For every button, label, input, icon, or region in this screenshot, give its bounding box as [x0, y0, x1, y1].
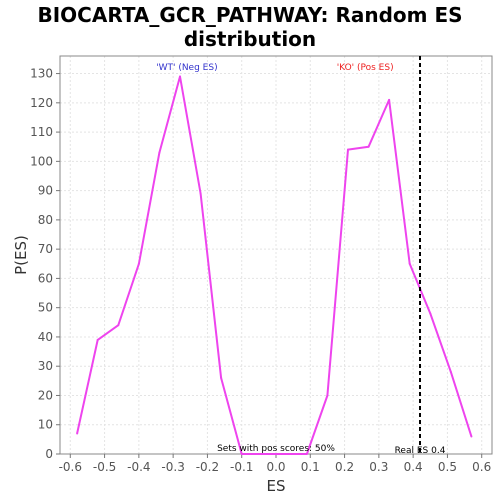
- data-point: [76, 432, 79, 435]
- neg-es-label: 'WT' (Neg ES): [156, 63, 217, 73]
- data-point: [261, 453, 264, 455]
- y-tick-label: 30: [38, 359, 53, 373]
- x-tick-label: 0.5: [438, 460, 457, 474]
- x-tick-label: -0.3: [161, 460, 184, 474]
- x-tick-label: 0.0: [266, 460, 285, 474]
- data-point: [220, 376, 223, 379]
- x-tick-label: 0.6: [472, 460, 491, 474]
- data-point: [470, 435, 473, 438]
- y-tick-label: 0: [45, 447, 53, 461]
- y-tick-label: 90: [38, 184, 53, 198]
- y-tick-label: 110: [30, 125, 53, 139]
- chart-title-line: BIOCARTA_GCR_PATHWAY: Random ES: [37, 3, 462, 27]
- data-point: [117, 324, 120, 327]
- pos-es-label: 'KO' (Pos ES): [337, 63, 394, 73]
- y-tick-label: 10: [38, 418, 53, 432]
- sets-with-pos-label: Sets with pos scores: 50%: [217, 444, 335, 454]
- y-tick-label: 80: [38, 213, 53, 227]
- x-tick-label: -0.1: [230, 460, 253, 474]
- x-axis-label: ES: [267, 477, 286, 495]
- data-point: [326, 394, 329, 397]
- data-point: [429, 312, 432, 315]
- data-point: [96, 338, 99, 341]
- data-point: [285, 453, 288, 455]
- data-point: [137, 262, 140, 265]
- x-tick-label: 0.1: [301, 460, 320, 474]
- x-tick-label: -0.2: [196, 460, 219, 474]
- data-point: [347, 148, 349, 151]
- es-distribution-line: [76, 75, 473, 455]
- data-point: [305, 453, 308, 455]
- real-es-label: Real ES 0.4: [395, 446, 446, 456]
- y-tick-label: 50: [38, 301, 53, 315]
- chart-title-line: distribution: [184, 27, 316, 51]
- y-tick-label: 60: [38, 271, 53, 285]
- x-tick-label: 0.4: [404, 460, 423, 474]
- y-tick-label: 40: [38, 330, 53, 344]
- data-point: [449, 371, 452, 374]
- data-point: [408, 262, 411, 265]
- data-point: [240, 453, 243, 455]
- y-tick-label: 130: [30, 67, 53, 81]
- y-tick-label: 120: [30, 96, 53, 110]
- data-point: [199, 192, 202, 195]
- data-point: [179, 75, 181, 78]
- x-tick-label: -0.5: [93, 460, 116, 474]
- y-axis-label: P(ES): [12, 235, 30, 275]
- x-tick-label: -0.6: [59, 460, 82, 474]
- data-point: [388, 98, 391, 101]
- y-tick-label: 70: [38, 242, 53, 256]
- plot-area: [60, 56, 492, 454]
- x-tick-label: 0.3: [369, 460, 388, 474]
- data-point: [367, 145, 370, 148]
- y-tick-label: 20: [38, 388, 53, 402]
- x-tick-label: -0.4: [127, 460, 150, 474]
- data-point: [158, 151, 161, 154]
- y-tick-label: 100: [30, 154, 53, 168]
- x-tick-label: 0.2: [335, 460, 354, 474]
